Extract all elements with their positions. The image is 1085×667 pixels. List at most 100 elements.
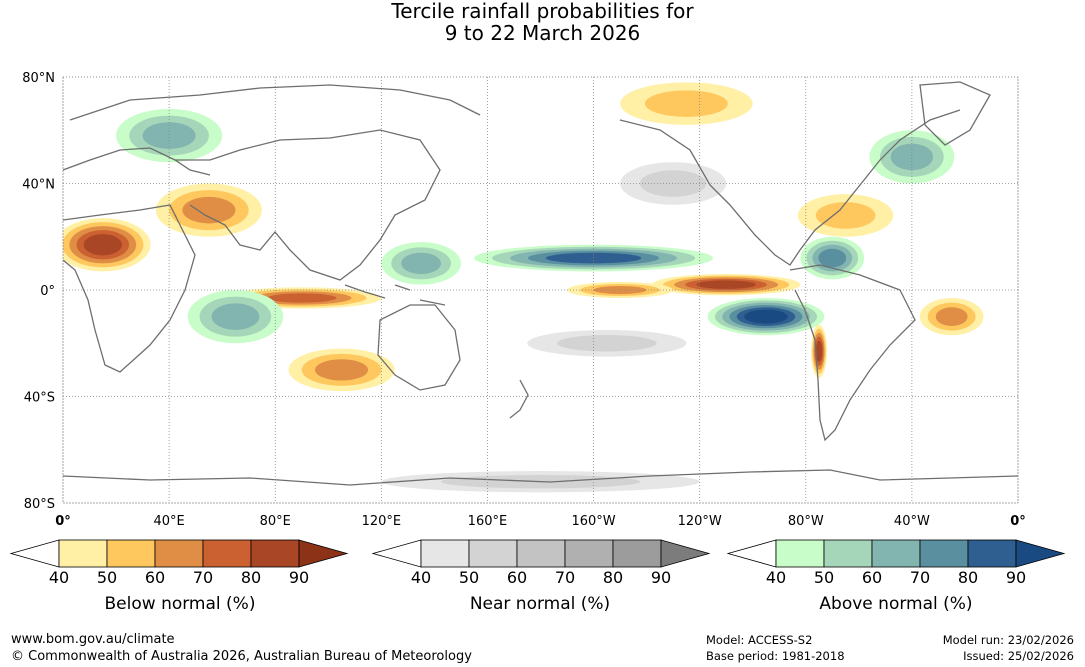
coastline-greenland <box>919 81 991 146</box>
rainfall-probability-map: 80°N40°N0°40°S80°S0° 40°E 80°E 120°E 160°E 16… <box>22 71 1026 529</box>
region-below-8-level-1 <box>644 90 728 117</box>
colorbar-below-under-arrow <box>9 539 60 568</box>
colorbar-near-tick-2: 60 <box>507 568 527 587</box>
region-below-1-level-2 <box>182 196 236 224</box>
footer-website: www.bom.gov.au/climate <box>11 632 175 647</box>
footer-copyright: © Commonwealth of Australia 2026, Austra… <box>11 649 472 664</box>
legend-title-near: Near normal (%) <box>469 594 611 614</box>
region-below-3-level-2 <box>315 359 369 381</box>
footer-model-run: Model run: 23/02/2026 <box>942 633 1074 647</box>
region-above-10-level-4 <box>545 252 642 264</box>
colorbar-near-segment-1 <box>468 539 518 568</box>
colorbar-below-tick-2: 60 <box>145 568 165 587</box>
lon-label-7: 80°W <box>788 514 824 529</box>
colorbar-below-segment-3 <box>202 539 252 568</box>
region-above-16-level-2 <box>401 252 442 275</box>
coastline-africa <box>63 204 196 373</box>
lat-label-1: 40°N <box>22 178 55 193</box>
colorbar-near-normal: 40 50 60 70 80 90 <box>371 539 711 587</box>
colorbar-above-segment-0 <box>775 539 825 568</box>
coastline-australia <box>377 304 461 391</box>
region-near-17-level-1 <box>557 334 657 352</box>
colorbar-below-over-arrow <box>298 539 349 568</box>
coastline-europe <box>63 147 211 176</box>
coastline-arctic <box>69 84 481 121</box>
region-above-11-level-5 <box>744 309 788 324</box>
region-below-6-level-2 <box>935 307 968 326</box>
axis-labels: 80°N40°N0°40°S80°S0° 40°E 80°E 120°E 160°E 16… <box>22 71 1026 529</box>
region-above-15-level-2 <box>890 143 934 171</box>
colorbar-below-segment-1 <box>106 539 156 568</box>
colorbar-near-under-arrow <box>371 539 422 568</box>
colorbar-below-tick-5: 90 <box>289 568 309 587</box>
colorbar-above-tick-5: 90 <box>1006 568 1026 587</box>
colorbar-above-segment-4 <box>967 539 1017 568</box>
chart-title: Tercile rainfall probabilities for 9 to … <box>0 0 1085 44</box>
colorbar-below-normal: 40 50 60 70 80 90 <box>9 539 349 587</box>
colorbar-above-normal: 40 50 60 70 80 90 <box>726 539 1066 587</box>
legend-title-above: Above normal (%) <box>819 594 973 614</box>
lat-label-4: 80°S <box>24 497 55 512</box>
colorbar-below-tick-4: 80 <box>241 568 261 587</box>
lat-label-2: 0° <box>40 284 55 299</box>
region-near-19-level-1 <box>639 170 707 197</box>
colorbar-above-tick-1: 50 <box>814 568 834 587</box>
colorbar-above-tick-4: 80 <box>958 568 978 587</box>
lon-label-1: 40°E <box>153 514 184 529</box>
region-below-9-level-4 <box>815 340 823 362</box>
region-below-5-level-2 <box>593 286 647 294</box>
colorbar-near-tick-0: 40 <box>411 568 431 587</box>
colorbar-near-tick-3: 70 <box>555 568 575 587</box>
lon-label-9: 0° <box>1010 514 1026 529</box>
lon-label-3: 120°E <box>362 514 402 529</box>
colorbar-below-segment-4 <box>250 539 300 568</box>
colorbar-near-over-arrow <box>660 539 711 568</box>
colorbar-below-segment-2 <box>154 539 204 568</box>
colorbar-above-tick-0: 40 <box>766 568 786 587</box>
coastline-asia <box>175 129 441 281</box>
colorbar-near-tick-4: 80 <box>603 568 623 587</box>
colorbar-above-segment-1 <box>823 539 873 568</box>
colorbar-below-segment-0 <box>58 539 108 568</box>
colorbar-below-tick-1: 50 <box>97 568 117 587</box>
colorbar-below-tick-0: 40 <box>49 568 69 587</box>
lat-label-0: 80°N <box>22 71 55 86</box>
colorbar-near-tick-5: 90 <box>651 568 671 587</box>
coastline-south-america <box>789 264 916 442</box>
lat-label-3: 40°S <box>24 391 55 406</box>
region-above-13-level-2 <box>211 303 260 330</box>
colorbar-near-segment-0 <box>420 539 470 568</box>
colorbar-near-segment-4 <box>612 539 662 568</box>
colorbar-above-under-arrow <box>726 539 777 568</box>
lon-label-2: 80°E <box>260 514 291 529</box>
lon-label-5: 160°W <box>571 514 615 529</box>
lon-label-0: 0° <box>55 514 71 529</box>
graticule <box>62 76 1019 504</box>
lon-label-6: 120°W <box>678 514 722 529</box>
region-below-7-level-1 <box>815 202 876 229</box>
footer-base-period: Base period: 1981-2018 <box>706 649 845 663</box>
colorbar-above-segment-3 <box>919 539 969 568</box>
footer-issued: Issued: 25/02/2026 <box>963 649 1074 663</box>
colorbar-near-segment-2 <box>516 539 566 568</box>
region-below-2-level-3 <box>266 293 337 303</box>
legend-title-below: Below normal (%) <box>104 594 256 614</box>
region-below-4-level-4 <box>696 280 756 289</box>
colorbar-above-over-arrow <box>1015 539 1066 568</box>
coastline-antarctica <box>63 469 1018 486</box>
coastline-new-zealand <box>509 379 529 419</box>
map-frame <box>62 76 1019 504</box>
colorbar-above-tick-3: 70 <box>910 568 930 587</box>
coastlines <box>63 81 1018 486</box>
region-below-0-level-4 <box>83 234 122 256</box>
colorbar-near-segment-3 <box>564 539 614 568</box>
colorbar-above-tick-2: 60 <box>862 568 882 587</box>
lon-label-8: 40°W <box>894 514 930 529</box>
title-line-1: Tercile rainfall probabilities for <box>391 0 694 23</box>
coastline-indonesia <box>344 284 446 306</box>
colorbar-near-tick-1: 50 <box>459 568 479 587</box>
region-above-12-level-3 <box>818 248 847 268</box>
probability-regions <box>63 82 984 493</box>
lon-label-4: 160°E <box>468 514 508 529</box>
